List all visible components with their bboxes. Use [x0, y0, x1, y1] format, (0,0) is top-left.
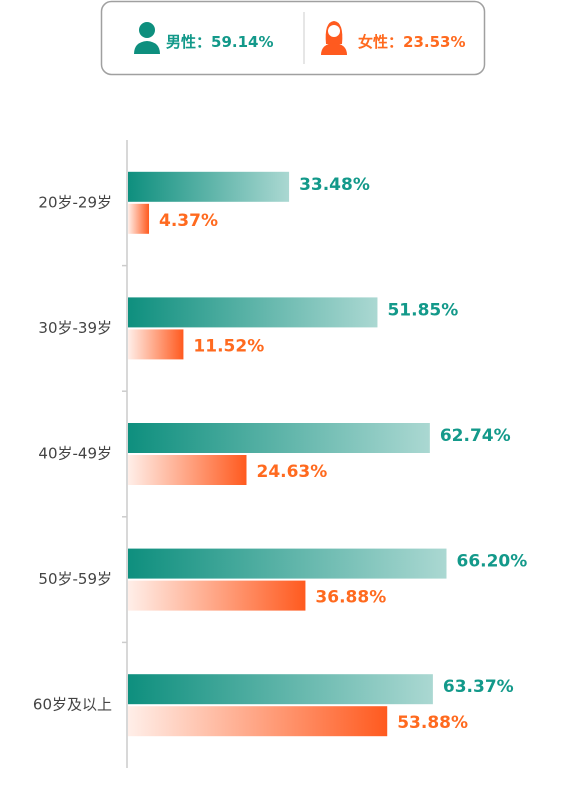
value-label: 33.48% — [299, 175, 370, 195]
legend-name: 女性 — [358, 33, 388, 51]
legend-entry: 男性：59.14% — [166, 33, 274, 51]
value-label: 36.88% — [315, 588, 386, 608]
legend-separator: ： — [196, 33, 211, 51]
value-label: 53.88% — [397, 713, 468, 733]
legend-name: 男性 — [166, 33, 196, 51]
legend-box — [100, 0, 486, 76]
category-label: 30岁-39岁 — [38, 319, 112, 337]
bar — [128, 171, 290, 202]
value-label: 24.63% — [256, 462, 327, 482]
category-label: 40岁-49岁 — [38, 445, 112, 463]
bar — [128, 329, 184, 360]
legend-separator: ： — [388, 33, 403, 51]
bar — [128, 297, 378, 328]
bar — [128, 203, 150, 234]
bar — [128, 706, 388, 737]
value-label: 66.20% — [456, 552, 527, 572]
value-label: 63.37% — [443, 677, 514, 697]
female-icon — [321, 21, 347, 55]
legend-entry: 女性：23.53% — [358, 33, 466, 51]
value-label: 4.37% — [159, 211, 218, 231]
category-label: 50岁-59岁 — [38, 570, 112, 588]
bar — [128, 548, 447, 579]
value-label: 11.52% — [193, 336, 264, 356]
category-label: 20岁-29岁 — [38, 193, 112, 211]
bar — [128, 423, 430, 453]
male-icon — [134, 22, 160, 54]
bar — [128, 455, 247, 485]
bar — [128, 674, 433, 705]
category-label: 60岁及以上 — [33, 696, 112, 714]
value-label: 62.74% — [440, 426, 511, 446]
legend-total: 59.14% — [211, 33, 273, 51]
bar — [128, 580, 306, 611]
legend-total: 23.53% — [403, 33, 465, 51]
value-label: 51.85% — [387, 300, 458, 320]
